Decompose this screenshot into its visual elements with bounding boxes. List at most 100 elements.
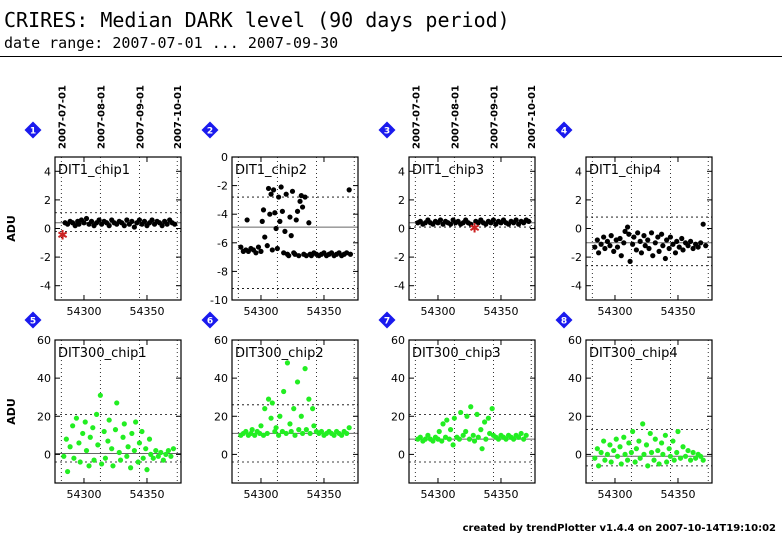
data-point [96, 217, 102, 223]
x-tick-label: 54350 [129, 305, 164, 318]
panel-title: DIT1_chip2 [235, 163, 307, 178]
data-point [613, 436, 619, 442]
data-point [299, 430, 306, 437]
data-point [269, 400, 275, 406]
data-point [640, 421, 646, 427]
data-point [153, 447, 159, 454]
data-point [624, 457, 631, 463]
data-point [262, 234, 268, 240]
plot-frame [54, 339, 182, 484]
data-point [608, 233, 614, 239]
y-axis-label: ADU [5, 398, 18, 425]
panel-number-badge [378, 311, 396, 329]
data-point [102, 455, 108, 461]
data-point [630, 241, 636, 247]
data-point [685, 447, 691, 454]
data-point [114, 400, 120, 406]
x-tick-label: 54350 [306, 488, 341, 501]
data-point [464, 413, 470, 419]
panel-number-badge [555, 311, 573, 329]
plot-frame [231, 156, 359, 301]
plot-frame [408, 339, 536, 484]
data-point [155, 453, 161, 459]
data-point [291, 406, 297, 412]
data-point [674, 238, 680, 244]
panel-title: DIT300_chip2 [235, 346, 324, 361]
data-point [447, 427, 454, 433]
data-point [133, 419, 139, 425]
data-point [283, 430, 289, 437]
date-label: 2007-07-01 [411, 85, 422, 149]
panel-2: -10 -8 -6 -4 -2 0 54300 54350 DIT1_chip2 2 [201, 121, 359, 318]
data-point [99, 461, 105, 467]
data-point [344, 430, 350, 437]
data-point [258, 423, 264, 429]
data-point [81, 220, 87, 226]
data-point [302, 194, 308, 200]
data-point [279, 208, 285, 214]
data-point [296, 427, 302, 433]
data-point [607, 243, 613, 249]
data-point [346, 425, 352, 431]
data-point [298, 413, 304, 419]
data-point [268, 191, 274, 197]
data-point [659, 231, 665, 237]
data-point [495, 436, 502, 442]
data-point [163, 451, 169, 457]
data-point [611, 248, 617, 254]
panel-number: 2 [207, 127, 213, 137]
data-point [265, 185, 272, 192]
data-point [273, 225, 279, 232]
data-point [61, 453, 67, 459]
data-point [116, 449, 122, 456]
data-point [417, 434, 423, 440]
data-point [283, 191, 289, 197]
data-point [95, 442, 101, 448]
x-tick-label: 54300 [597, 488, 632, 501]
data-point [636, 438, 642, 444]
data-point [269, 247, 275, 253]
data-point [264, 243, 270, 249]
data-point [670, 438, 676, 444]
data-point [667, 453, 674, 459]
plot-frame [585, 339, 713, 484]
data-point [259, 218, 265, 224]
data-point [662, 432, 668, 438]
panel-number-badge [201, 311, 219, 329]
data-point [641, 233, 647, 239]
data-point [632, 459, 638, 465]
data-point [607, 442, 613, 448]
data-point [687, 457, 694, 463]
data-point [303, 427, 309, 433]
data-point [518, 430, 524, 437]
x-tick-label: 54300 [243, 488, 278, 501]
data-point [87, 434, 93, 440]
data-point [306, 220, 312, 226]
data-point [617, 235, 623, 242]
date-label: 2007-08-01 [450, 85, 461, 149]
data-point [140, 455, 146, 461]
x-tick-label: 54300 [597, 305, 632, 318]
panel-number: 4 [561, 127, 567, 137]
data-point [446, 436, 452, 442]
data-point [645, 463, 651, 469]
panel-number-badge [201, 121, 219, 139]
x-tick-label: 54350 [129, 488, 164, 501]
data-point [76, 440, 82, 446]
data-point [148, 451, 154, 457]
data-point [630, 428, 636, 435]
panel-8: 0 20 40 60 54300 54350 DIT300_chip4 8 [555, 311, 713, 501]
data-point [255, 244, 262, 250]
date-label: 2007-09-01 [489, 85, 500, 149]
data-point [347, 251, 354, 257]
data-point [425, 432, 431, 438]
data-point [631, 234, 637, 240]
data-point [685, 243, 691, 249]
data-point [287, 421, 293, 427]
data-point [158, 449, 164, 456]
y-tick-label: -2 [394, 251, 405, 264]
data-point [260, 207, 267, 213]
data-point [471, 438, 478, 444]
y-tick-label: 20 [391, 410, 405, 423]
data-point [638, 250, 645, 256]
